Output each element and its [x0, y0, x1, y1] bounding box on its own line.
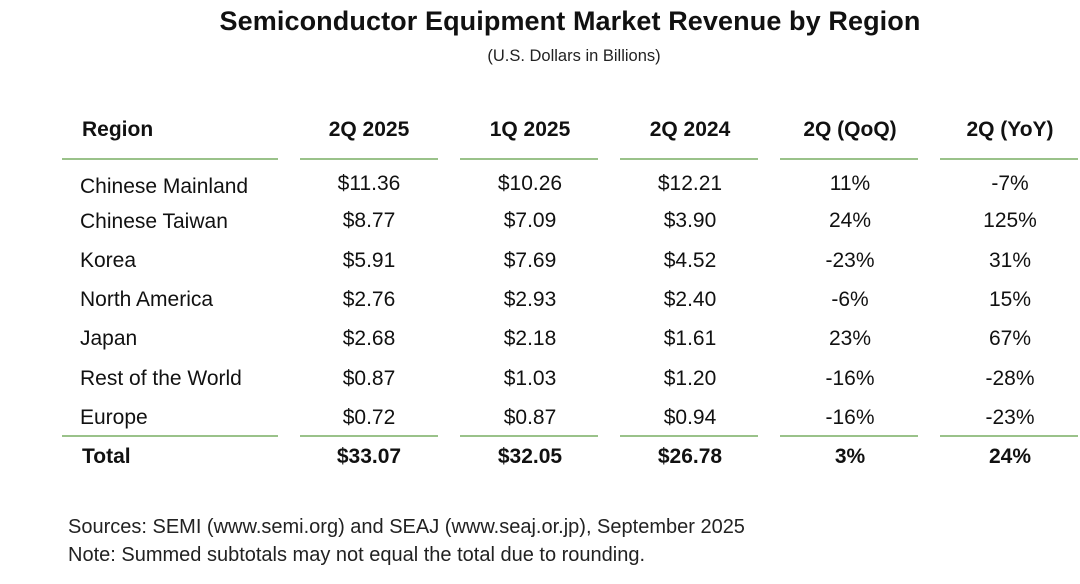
value-cell: 31%: [988, 249, 1032, 272]
header-rule-2q-yoy: [940, 158, 1078, 160]
header-1q-2025: 1Q 2025: [489, 118, 571, 141]
header-2q-yoy: 2Q (YoY): [966, 118, 1054, 141]
value-cell: $2.93: [503, 288, 557, 311]
total-value: $32.05: [497, 445, 563, 468]
value-cell: -23%: [985, 406, 1035, 429]
header-rule-2q-2025: [300, 158, 438, 160]
value-cell: $1.20: [663, 367, 717, 390]
value-cell: $3.90: [663, 209, 717, 232]
value-cell: -23%: [825, 249, 875, 272]
total-rule-2q-qoq: [780, 435, 918, 437]
value-cell: 11%: [829, 172, 871, 195]
value-cell: $0.94: [663, 406, 717, 429]
value-cell: $2.76: [342, 288, 396, 311]
header-2q-2024: 2Q 2024: [649, 118, 731, 141]
value-cell: -6%: [831, 288, 869, 311]
region-cell: Chinese Mainland: [80, 175, 249, 198]
value-cell: -28%: [985, 367, 1035, 390]
header-2q-2025: 2Q 2025: [328, 118, 410, 141]
region-cell: Japan: [80, 327, 138, 350]
header-2q-qoq: 2Q (QoQ): [803, 118, 897, 141]
value-cell: 67%: [988, 327, 1032, 350]
total-rule-2q-yoy: [940, 435, 1078, 437]
value-cell: 15%: [988, 288, 1032, 311]
value-cell: $7.69: [503, 249, 557, 272]
value-cell: $4.52: [663, 249, 717, 272]
total-rule-region: [62, 435, 278, 437]
value-cell: $8.77: [342, 209, 396, 232]
region-cell: Rest of the World: [80, 367, 242, 390]
value-cell: $1.61: [663, 327, 717, 350]
value-cell: $11.36: [337, 172, 401, 195]
value-cell: $12.21: [657, 172, 723, 195]
note-text: Note: Summed subtotals may not equal the…: [68, 544, 646, 566]
total-value: 24%: [988, 445, 1032, 468]
region-cell: Korea: [80, 249, 137, 272]
region-cell: North America: [80, 288, 214, 311]
total-rule-1q-2025: [460, 435, 598, 437]
value-cell: $5.91: [342, 249, 396, 272]
value-cell: $2.18: [503, 327, 557, 350]
value-cell: -7%: [991, 172, 1029, 195]
value-cell: $10.26: [497, 172, 563, 195]
value-cell: $0.87: [342, 367, 396, 390]
total-value: $26.78: [657, 445, 723, 468]
total-value: 3%: [834, 445, 866, 468]
value-cell: $0.87: [503, 406, 557, 429]
value-cell: 24%: [828, 209, 872, 232]
value-cell: $2.40: [663, 288, 717, 311]
value-cell: 23%: [828, 327, 872, 350]
header-rule-1q-2025: [460, 158, 598, 160]
value-cell: $0.72: [342, 406, 396, 429]
value-cell: $7.09: [503, 209, 557, 232]
header-rule-2q-2024: [620, 158, 758, 160]
header-rule-region: [62, 158, 278, 160]
sources-text: Sources: SEMI (www.semi.org) and SEAJ (w…: [68, 516, 745, 538]
value-cell: $1.03: [503, 367, 557, 390]
page-title: Semiconductor Equipment Market Revenue b…: [219, 6, 921, 36]
region-cell: Chinese Taiwan: [80, 210, 228, 233]
total-rule-2q-2025: [300, 435, 438, 437]
total-rule-2q-2024: [620, 435, 758, 437]
header-rule-2q-qoq: [780, 158, 918, 160]
total-label: Total: [82, 445, 131, 468]
value-cell: -16%: [825, 406, 875, 429]
value-cell: -16%: [825, 367, 875, 390]
footnotes: Sources: SEMI (www.semi.org) and SEAJ (w…: [68, 513, 745, 569]
total-value: $33.07: [336, 445, 402, 468]
region-cell: Europe: [80, 406, 148, 429]
value-cell: 125%: [983, 209, 1037, 232]
value-cell: $2.68: [342, 327, 396, 350]
header-region: Region: [82, 118, 154, 141]
page-subtitle: (U.S. Dollars in Billions): [487, 47, 661, 65]
